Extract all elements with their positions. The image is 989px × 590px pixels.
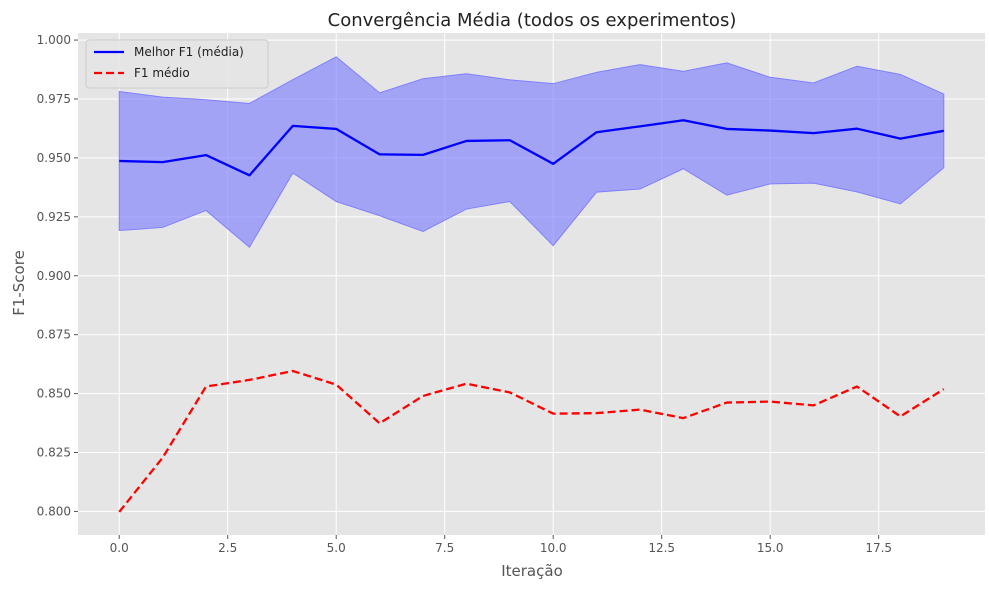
y-tick-label: 0.900 <box>37 269 71 283</box>
x-tick-label: 5.0 <box>327 541 346 555</box>
x-tick-label: 15.0 <box>757 541 784 555</box>
chart-title: Convergência Média (todos os experimento… <box>328 10 737 31</box>
x-tick-label: 12.5 <box>648 541 675 555</box>
x-tick-label: 2.5 <box>218 541 237 555</box>
x-tick-label: 17.5 <box>865 541 892 555</box>
legend-label-0: Melhor F1 (média) <box>134 45 244 59</box>
y-tick-label: 1.000 <box>37 33 71 47</box>
x-tick-label: 0.0 <box>110 541 129 555</box>
series-1-line <box>118 369 945 513</box>
y-tick-label: 0.950 <box>37 151 71 165</box>
y-tick-label: 0.925 <box>37 210 71 224</box>
x-tick-label: 7.5 <box>435 541 454 555</box>
y-tick-label: 0.800 <box>37 504 71 518</box>
x-axis-label: Iteração <box>501 562 563 580</box>
y-axis-label: F1-Score <box>10 250 28 316</box>
plot-area: 0.0 2.5 5.0 7.5 10.0 12.5 15.0 17.5 0.800 0.825 0.… <box>37 33 985 555</box>
legend-label-1: F1 médio <box>134 66 190 80</box>
series-0-line <box>119 119 944 177</box>
y-tick-label: 0.875 <box>37 328 71 342</box>
y-tick-label: 0.850 <box>37 387 71 401</box>
legend: Melhor F1 (média) F1 médio <box>85 39 269 89</box>
y-tick-label: 0.825 <box>37 446 71 460</box>
legend-box <box>85 39 269 89</box>
x-tick-label: 10.0 <box>540 541 567 555</box>
y-tick-label: 0.975 <box>37 92 71 106</box>
